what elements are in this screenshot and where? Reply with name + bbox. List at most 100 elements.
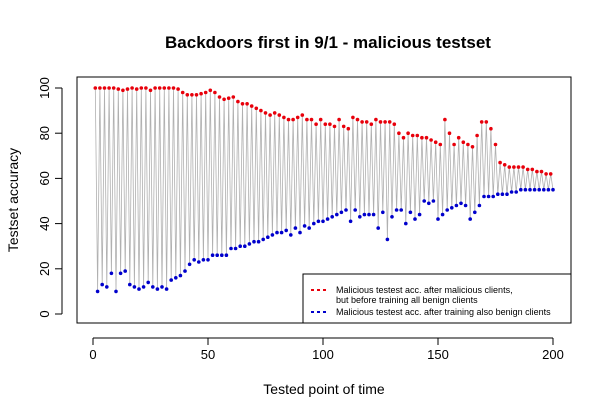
benign-point	[197, 260, 201, 264]
malicious-point	[185, 93, 190, 97]
benign-point	[316, 219, 321, 224]
malicious-point	[249, 104, 254, 108]
benign-point	[431, 199, 436, 203]
malicious-point	[194, 93, 199, 97]
malicious-point	[240, 102, 245, 106]
malicious-point	[157, 86, 162, 90]
benign-point	[123, 269, 127, 273]
malicious-point	[282, 115, 286, 120]
benign-point	[482, 194, 486, 199]
malicious-point	[263, 111, 268, 115]
benign-point	[417, 212, 422, 217]
malicious-point	[277, 113, 282, 117]
benign-point	[371, 212, 376, 217]
benign-point	[394, 208, 399, 212]
malicious-point	[420, 135, 424, 140]
benign-point	[298, 230, 302, 235]
benign-point	[486, 194, 491, 199]
benign-point	[542, 187, 546, 192]
malicious-point	[171, 86, 176, 90]
malicious-point	[548, 172, 553, 176]
benign-point	[477, 203, 482, 208]
malicious-point	[199, 91, 203, 96]
malicious-point	[360, 120, 364, 124]
benign-point	[399, 208, 404, 212]
benign-point	[105, 285, 109, 289]
x-axis-label: Tested point of time	[263, 381, 385, 397]
malicious-point	[346, 126, 351, 131]
benign-point	[183, 269, 187, 273]
benign-point	[132, 285, 137, 289]
benign-point	[339, 210, 344, 215]
benign-point	[358, 215, 362, 219]
benign-point	[325, 217, 330, 221]
malicious-point	[456, 135, 461, 140]
benign-point	[238, 244, 242, 248]
benign-point	[275, 230, 279, 235]
malicious-point	[502, 163, 507, 167]
benign-point	[141, 285, 146, 289]
legend-box	[302, 273, 572, 324]
malicious-point	[406, 131, 410, 135]
benign-point	[500, 192, 505, 196]
malicious-point	[401, 135, 406, 140]
benign-point	[422, 199, 427, 203]
malicious-point	[438, 142, 443, 147]
benign-point	[100, 282, 104, 287]
benign-point	[385, 237, 390, 242]
benign-point	[224, 253, 229, 257]
benign-point	[404, 221, 408, 226]
malicious-point	[180, 90, 185, 95]
benign-point	[353, 208, 358, 212]
malicious-point	[351, 115, 355, 120]
benign-point	[307, 226, 312, 230]
benign-point	[169, 278, 173, 282]
benign-point	[376, 226, 381, 230]
benign-point	[229, 246, 233, 251]
malicious-point	[111, 86, 116, 90]
x-tick-label: 150	[427, 347, 449, 362]
benign-point	[440, 212, 445, 217]
malicious-point	[139, 86, 144, 90]
benign-point	[284, 228, 289, 233]
benign-point	[279, 230, 284, 235]
connector-path	[94, 87, 554, 292]
malicious-point	[433, 140, 438, 144]
benign-point	[454, 203, 459, 208]
y-tick-label: 0	[37, 310, 52, 317]
malicious-point	[286, 117, 291, 122]
malicious-point	[144, 86, 148, 90]
benign-point	[109, 271, 114, 276]
malicious-point	[98, 86, 102, 90]
malicious-point	[378, 120, 383, 124]
benign-point	[256, 239, 261, 244]
connector-lines	[94, 87, 554, 292]
malicious-point	[498, 160, 502, 165]
benign-point	[348, 219, 353, 224]
malicious-point	[452, 142, 456, 147]
x-tick-label: 200	[542, 347, 564, 362]
malicious-point	[447, 131, 452, 135]
malicious-point	[295, 115, 300, 120]
benign-point	[427, 201, 431, 206]
malicious-point	[300, 113, 305, 117]
benign-point	[243, 244, 247, 248]
malicious-point	[222, 97, 226, 102]
malicious-point	[470, 145, 475, 149]
benign-point	[174, 276, 178, 280]
malicious-point	[318, 117, 323, 122]
malicious-point	[176, 87, 180, 91]
y-tick-label: 60	[37, 171, 52, 185]
y-tick-label: 40	[37, 216, 52, 230]
malicious-point	[539, 169, 544, 174]
benign-point	[362, 212, 367, 217]
benign-point	[215, 253, 219, 257]
benign-point	[408, 210, 413, 215]
x-tick-label: 50	[201, 347, 215, 362]
legend-label-malicious-2: but before training all benign clients	[336, 295, 478, 305]
benign-point	[367, 212, 371, 217]
benign-point	[293, 226, 298, 230]
malicious-point	[167, 86, 171, 90]
benign-point	[537, 187, 541, 192]
benign-point	[160, 285, 164, 289]
